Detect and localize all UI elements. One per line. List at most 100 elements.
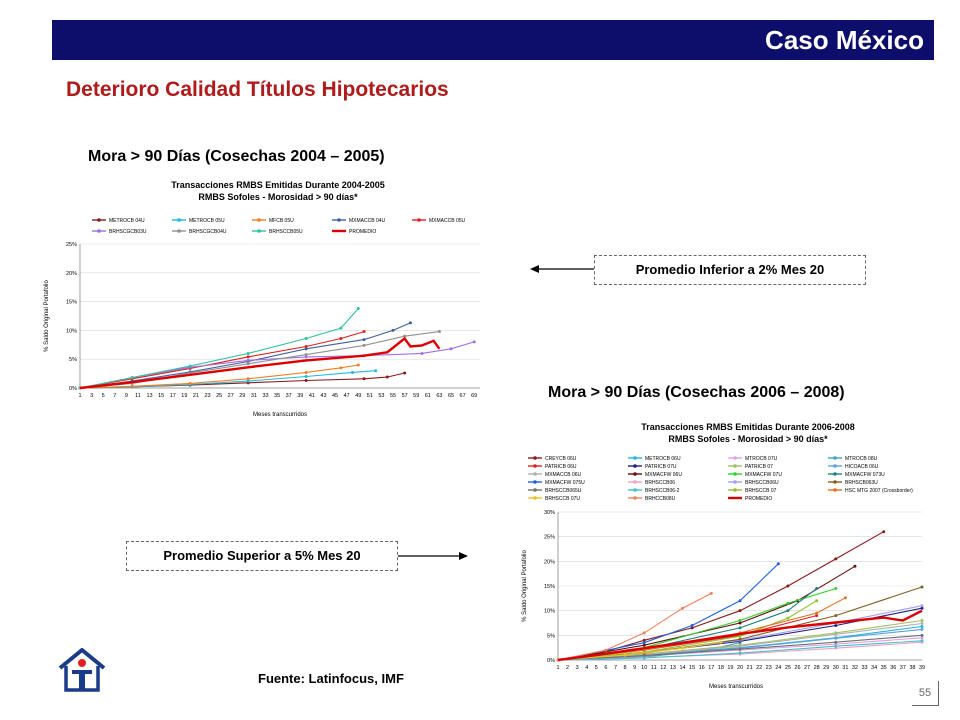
chart-2004-2005: Transacciones RMBS Emitidas Durante 2004… <box>44 180 480 418</box>
data-point <box>786 584 790 588</box>
legend-marker <box>97 229 101 233</box>
data-point <box>420 351 424 355</box>
data-point <box>834 614 838 618</box>
x-tick-label: 23 <box>204 393 210 399</box>
data-point <box>834 640 838 644</box>
legend-marker <box>533 456 537 460</box>
x-tick-label: 69 <box>471 393 477 399</box>
data-point <box>304 353 308 357</box>
legend-marker <box>833 464 837 468</box>
x-tick-label: 15 <box>158 393 164 399</box>
legend-label: PATRICB 06U <box>545 464 577 470</box>
data-point <box>920 604 924 608</box>
data-point <box>374 369 378 373</box>
data-point <box>738 609 742 613</box>
legend-marker <box>833 472 837 476</box>
data-point <box>853 564 857 568</box>
data-point <box>920 627 924 631</box>
legend-label: BRHSCGCB03U <box>109 229 147 235</box>
data-point <box>304 374 308 378</box>
x-tick-label: 31 <box>842 665 848 671</box>
legend-marker <box>633 472 637 476</box>
legend-marker <box>833 488 837 492</box>
data-point <box>815 614 819 618</box>
data-point <box>304 336 308 340</box>
x-tick-label: 21 <box>747 665 753 671</box>
data-point <box>403 334 407 338</box>
legend-label: METROCB 04U <box>109 218 145 224</box>
data-point <box>786 601 790 605</box>
y-tick-label: 20% <box>544 559 555 565</box>
x-tick-label: 33 <box>262 393 268 399</box>
data-point <box>642 643 646 647</box>
legend-marker <box>833 456 837 460</box>
x-tick-label: 63 <box>436 393 442 399</box>
series-line <box>557 588 817 661</box>
data-point <box>362 330 366 334</box>
section2-heading: Mora > 90 Días (Cosechas 2006 – 2008) <box>548 384 845 401</box>
data-point <box>719 640 723 644</box>
y-tick-label: 10% <box>66 328 77 334</box>
legend-marker <box>633 496 637 500</box>
x-tick-label: 4 <box>585 665 588 671</box>
legend-label: MXMACFW 06U <box>645 472 682 478</box>
data-point <box>130 384 134 388</box>
x-tick-label: 17 <box>708 665 714 671</box>
x-tick-label: 14 <box>679 665 685 671</box>
x-tick-label: 13 <box>670 665 676 671</box>
x-tick-label: 49 <box>355 393 361 399</box>
data-point <box>834 623 838 627</box>
slide-title: Deterioro Calidad Títulos Hipotecarios <box>66 78 449 101</box>
legend-label: HICOACB 06U <box>845 464 879 470</box>
legend-marker <box>633 456 637 460</box>
x-tick-label: 15 <box>689 665 695 671</box>
legend-label: MFCB 05U <box>269 218 294 224</box>
x-tick-label: 11 <box>651 665 657 671</box>
x-tick-label: 51 <box>367 393 373 399</box>
legend-label: BRHCCB08U <box>645 496 676 502</box>
data-point <box>391 328 395 332</box>
x-tick-label: 55 <box>390 393 396 399</box>
data-point <box>403 371 407 375</box>
x-tick-label: 61 <box>425 393 431 399</box>
x-tick-label: 37 <box>900 665 906 671</box>
x-tick-label: 59 <box>413 393 419 399</box>
series-line <box>557 609 923 662</box>
legend-label: MXMACCB 05U <box>429 218 466 224</box>
legend-marker <box>833 480 837 484</box>
legend-label: PROMEDIO <box>745 496 772 502</box>
data-point <box>690 626 694 630</box>
x-tick-label: 38 <box>909 665 915 671</box>
legend-label: METROCB 05U <box>189 218 225 224</box>
x-tick-label: 6 <box>604 665 607 671</box>
x-tick-label: 10 <box>641 665 647 671</box>
x-tick-label: 30 <box>833 665 839 671</box>
x-tick-label: 13 <box>147 393 153 399</box>
x-tick-label: 7 <box>113 393 116 399</box>
x-tick-label: 11 <box>135 393 141 399</box>
x-tick-label: 34 <box>871 665 877 671</box>
x-tick-label: 23 <box>766 665 772 671</box>
x-tick-label: 18 <box>718 665 724 671</box>
legend-label: PATRICB 07 <box>745 464 773 470</box>
data-point <box>304 355 308 359</box>
data-point <box>738 637 742 641</box>
x-tick-label: 19 <box>181 393 187 399</box>
legend-label: BRHSCCB 07 <box>745 488 777 494</box>
data-point <box>472 340 476 344</box>
data-point <box>339 366 343 370</box>
legend-label: CREYCB 06U <box>545 456 577 462</box>
x-tick-label: 65 <box>448 393 454 399</box>
source-note: Fuente: Latinfocus, IMF <box>258 671 404 686</box>
data-point <box>882 530 886 534</box>
legend-marker <box>177 218 181 222</box>
legend-marker <box>633 488 637 492</box>
legend-label: HSC MTG 2007 (Crossborder) <box>845 488 913 494</box>
header-bar: Caso México <box>52 20 934 60</box>
data-point <box>920 619 924 623</box>
data-point <box>738 644 742 648</box>
data-point <box>738 599 742 603</box>
data-point <box>362 338 366 342</box>
legend-marker <box>417 218 421 222</box>
house-logo-icon <box>58 648 106 692</box>
